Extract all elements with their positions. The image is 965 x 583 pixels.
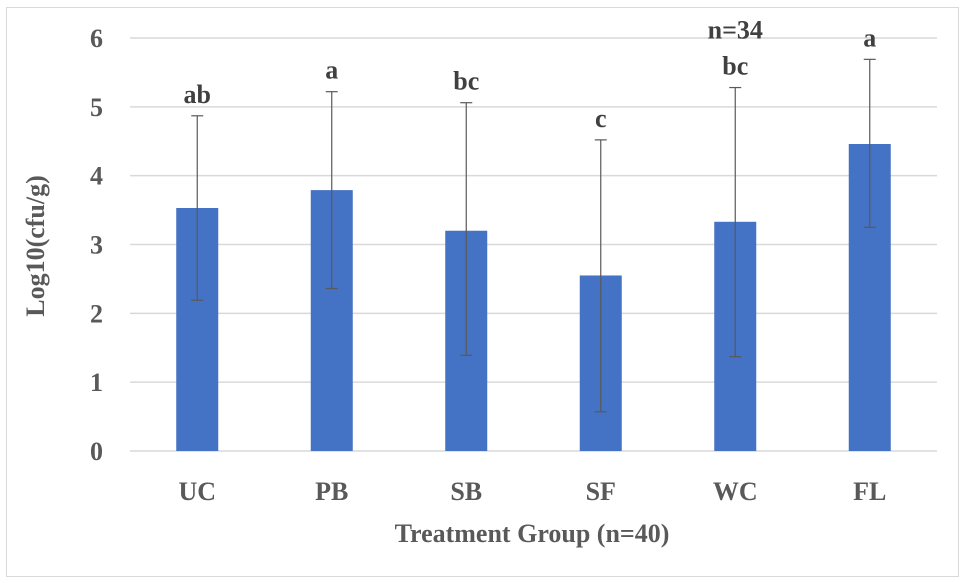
x-axis-title: Treatment Group (n=40) — [395, 519, 670, 548]
x-tick-label-pb: PB — [315, 477, 348, 506]
significance-letter-sf: c — [595, 104, 607, 133]
significance-letter-uc: ab — [184, 80, 211, 109]
significance-letter-wc: bc — [722, 52, 748, 81]
error-bar-sb — [460, 102, 473, 356]
annotation-wc: n=34 — [708, 16, 763, 45]
y-tick-label: 5 — [90, 93, 103, 122]
y-tick-label: 4 — [90, 162, 103, 191]
y-tick-label: 3 — [90, 231, 103, 260]
error-bar-fl — [863, 58, 876, 228]
error-bar-wc — [729, 86, 742, 358]
bars — [176, 144, 891, 451]
y-tick-label: 6 — [90, 24, 103, 53]
significance-letter-sb: bc — [453, 67, 479, 96]
significance-letter-pb: a — [325, 56, 338, 85]
x-tick-label-fl: FL — [853, 477, 886, 506]
y-tick-label: 2 — [90, 299, 103, 328]
x-tick-label-sb: SB — [450, 477, 482, 506]
error-bar-pb — [325, 91, 338, 290]
gridlines — [130, 37, 937, 452]
significance-letter-fl: a — [863, 23, 876, 52]
error-bar-uc — [191, 115, 204, 301]
x-tick-label-uc: UC — [178, 477, 216, 506]
x-tick-label-wc: WC — [713, 477, 758, 506]
x-tick-label-sf: SF — [586, 477, 616, 506]
significance-letters: ab a bc c bc n=34 a — [184, 16, 877, 133]
error-bars — [191, 58, 876, 413]
error-bar-sf — [594, 139, 607, 413]
y-axis-ticks: 0 1 2 3 4 5 6 — [90, 24, 103, 466]
x-axis-ticks: UC PB SB SF WC FL — [178, 477, 886, 506]
y-axis-title: Log10(cfu/g) — [21, 175, 50, 317]
y-tick-label: 0 — [90, 437, 103, 466]
y-tick-label: 1 — [90, 368, 103, 397]
